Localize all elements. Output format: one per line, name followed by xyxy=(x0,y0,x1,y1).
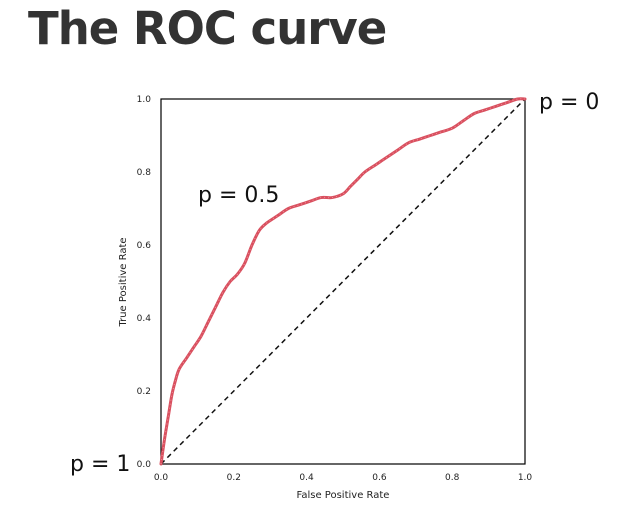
random-classifier-diagonal xyxy=(160,98,526,465)
x-tick-label: 1.0 xyxy=(518,473,533,483)
x-axis-label: False Positive Rate xyxy=(297,490,390,501)
y-tick-label: 0.0 xyxy=(137,460,152,470)
y-tick-label: 0.8 xyxy=(137,168,152,178)
x-tick-label: 0.6 xyxy=(372,473,387,483)
y-tick-label: 0.2 xyxy=(137,387,151,397)
slide-title: The ROC curve xyxy=(28,2,387,55)
x-tick-label: 0.4 xyxy=(299,473,314,483)
annotation-p-0: p = 0 xyxy=(539,90,600,115)
x-tick-label: 0.8 xyxy=(445,473,460,483)
plot-area-frame xyxy=(160,98,526,465)
x-tick-label: 0.2 xyxy=(227,473,241,483)
roc-curve xyxy=(159,97,527,466)
y-tick-label: 1.0 xyxy=(137,95,152,105)
x-tick-label: 0.0 xyxy=(154,473,169,483)
roc-curve-texture xyxy=(160,98,526,465)
y-axis-label: True Positive Rate xyxy=(118,237,129,327)
annotation-p-0-5: p = 0.5 xyxy=(198,183,280,208)
y-tick-label: 0.4 xyxy=(137,314,152,324)
y-tick-label: 0.6 xyxy=(137,241,152,251)
annotation-p-1: p = 1 xyxy=(70,452,131,477)
